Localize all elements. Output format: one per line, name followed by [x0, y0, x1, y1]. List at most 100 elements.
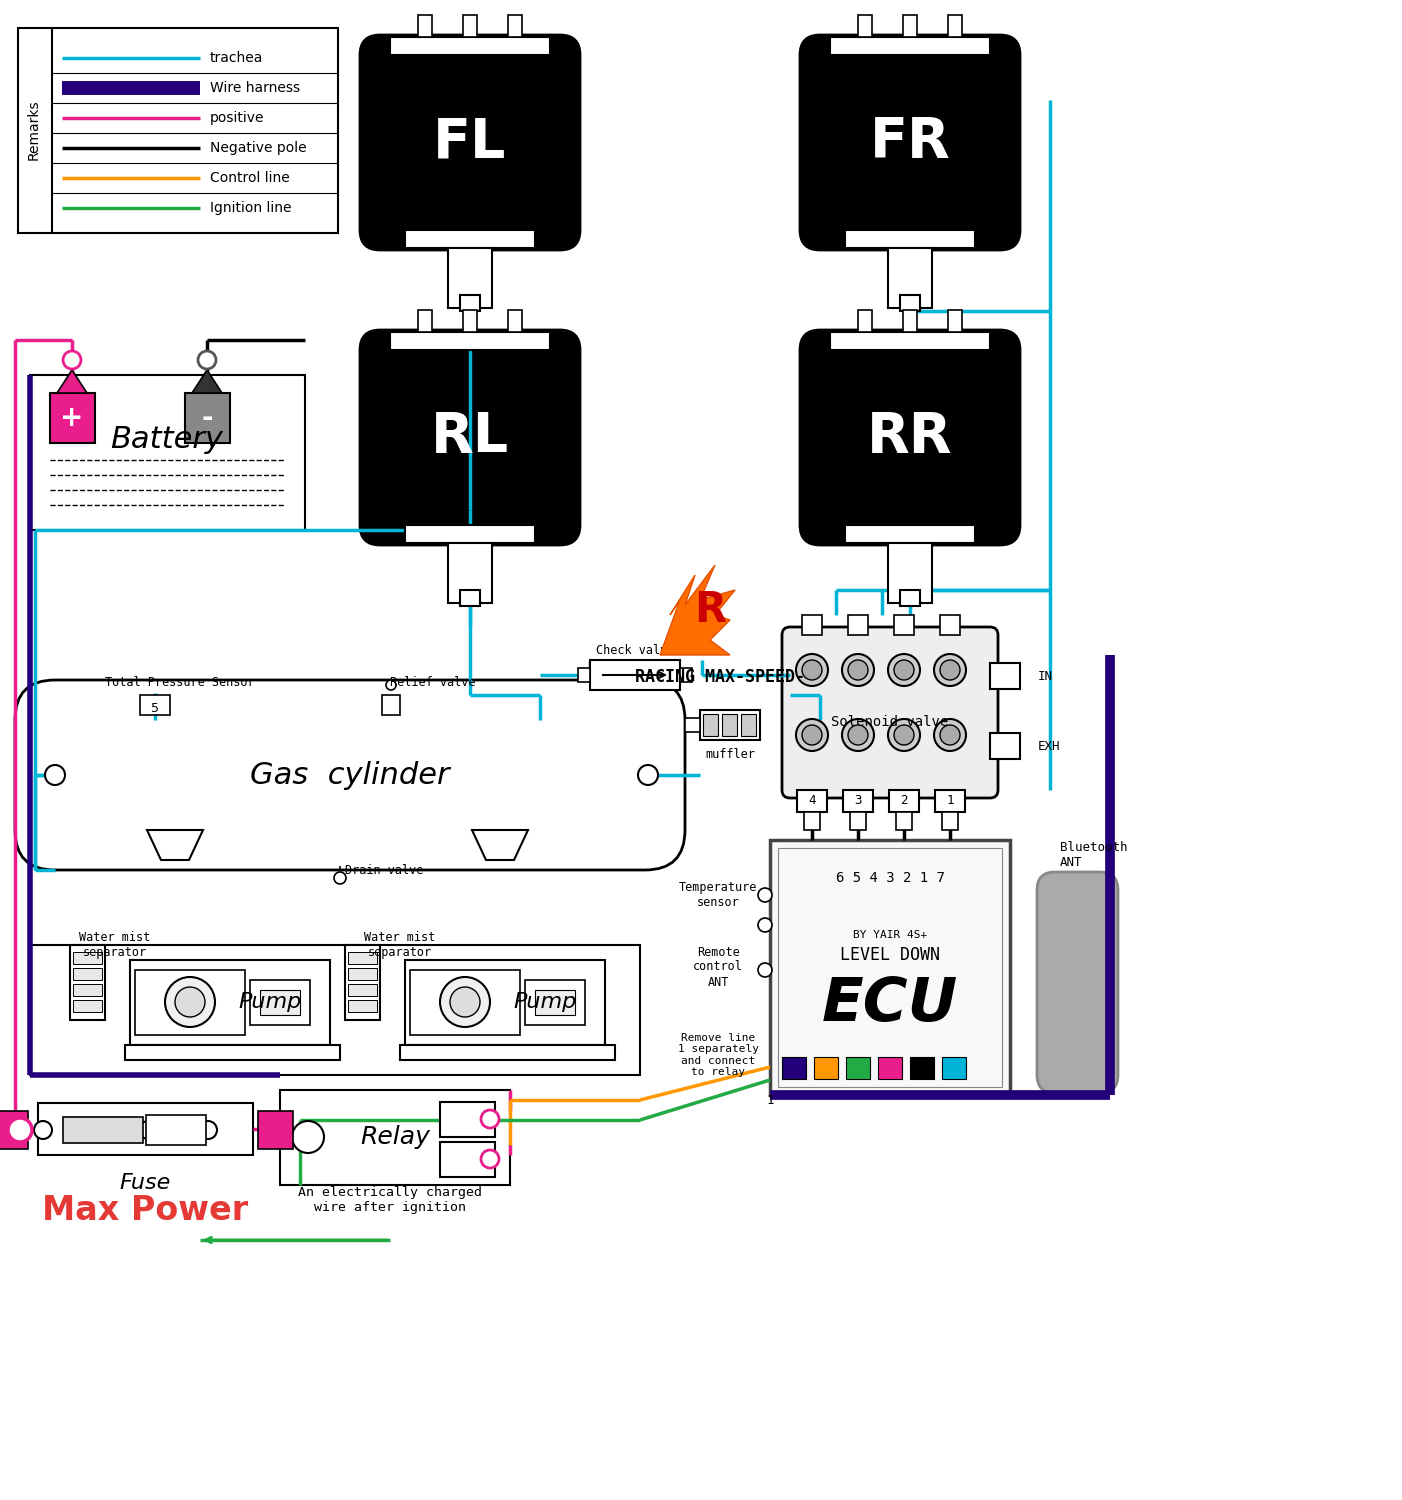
Ellipse shape	[939, 724, 960, 746]
Text: trachea: trachea	[210, 51, 264, 64]
Bar	[460, 296, 479, 310]
Ellipse shape	[175, 987, 205, 1017]
Ellipse shape	[887, 654, 920, 686]
Ellipse shape	[450, 987, 479, 1017]
FancyBboxPatch shape	[360, 330, 580, 544]
Ellipse shape	[758, 918, 773, 932]
Bar	[38, 1102, 252, 1155]
Bar	[125, 1046, 341, 1060]
Text: Pump: Pump	[513, 992, 576, 1012]
Ellipse shape	[440, 976, 491, 1028]
FancyBboxPatch shape	[801, 34, 1021, 251]
Bar	[848, 615, 868, 634]
Bar	[449, 543, 492, 603]
Ellipse shape	[934, 718, 966, 752]
Ellipse shape	[843, 718, 873, 752]
Bar	[680, 668, 693, 682]
Bar	[850, 812, 866, 830]
Bar	[894, 615, 914, 634]
Bar	[348, 952, 377, 964]
Text: positive: positive	[210, 111, 265, 125]
Bar	[146, 1114, 206, 1144]
Bar	[830, 38, 990, 56]
Text: FL: FL	[433, 116, 506, 170]
Bar	[858, 310, 872, 332]
Bar	[942, 1058, 966, 1078]
Bar	[903, 310, 917, 332]
Polygon shape	[147, 830, 203, 860]
Ellipse shape	[894, 724, 914, 746]
Text: EXH: EXH	[1037, 740, 1060, 753]
Bar	[73, 952, 102, 964]
Polygon shape	[0, 1112, 28, 1149]
Ellipse shape	[34, 1120, 52, 1138]
Bar	[140, 694, 170, 715]
Bar	[63, 1118, 143, 1143]
Text: Relief valve: Relief valve	[390, 676, 475, 690]
Text: muffler: muffler	[705, 747, 754, 760]
Text: IN: IN	[1037, 669, 1053, 682]
Ellipse shape	[199, 1120, 217, 1138]
Bar	[18, 28, 338, 233]
Bar	[700, 710, 760, 740]
Bar	[900, 590, 920, 606]
Bar	[405, 230, 536, 248]
Bar	[845, 1058, 871, 1078]
Ellipse shape	[796, 654, 829, 686]
Bar	[948, 15, 962, 38]
Bar	[405, 525, 536, 543]
Bar	[449, 248, 492, 308]
Bar	[770, 840, 1009, 1095]
Ellipse shape	[796, 718, 829, 752]
Bar	[889, 790, 918, 812]
Text: RL: RL	[430, 410, 509, 464]
Ellipse shape	[848, 660, 868, 680]
Bar	[858, 15, 872, 38]
Text: Gas  cylinder: Gas cylinder	[250, 760, 450, 789]
Bar	[887, 543, 932, 603]
Polygon shape	[57, 370, 87, 393]
Ellipse shape	[481, 1110, 499, 1128]
Bar	[73, 968, 102, 980]
Bar	[778, 847, 1002, 1088]
Text: Remarks: Remarks	[27, 99, 41, 160]
Ellipse shape	[758, 963, 773, 976]
Text: Remote
control
ANT: Remote control ANT	[693, 945, 743, 988]
FancyBboxPatch shape	[1037, 871, 1117, 1094]
Ellipse shape	[386, 680, 395, 690]
Ellipse shape	[939, 660, 960, 680]
FancyBboxPatch shape	[360, 34, 580, 251]
Ellipse shape	[165, 976, 215, 1028]
Bar	[70, 945, 105, 1020]
Bar	[409, 970, 520, 1035]
Text: Battery: Battery	[111, 426, 223, 454]
Bar	[590, 660, 680, 690]
Bar	[390, 38, 550, 56]
Bar	[259, 990, 300, 1016]
Bar	[29, 375, 306, 530]
Bar	[405, 960, 606, 1046]
Text: 3: 3	[854, 795, 862, 807]
Text: FR: FR	[869, 116, 951, 170]
FancyBboxPatch shape	[801, 330, 1021, 544]
Bar	[843, 790, 873, 812]
Bar	[802, 615, 822, 634]
Bar	[702, 714, 718, 736]
Bar	[463, 310, 477, 332]
Bar	[400, 1046, 615, 1060]
Text: Control line: Control line	[210, 171, 290, 184]
Ellipse shape	[292, 1120, 324, 1154]
Ellipse shape	[843, 654, 873, 686]
Bar	[903, 15, 917, 38]
Bar	[463, 15, 477, 38]
Bar	[135, 970, 245, 1035]
Bar	[250, 980, 310, 1024]
Ellipse shape	[638, 765, 658, 784]
FancyBboxPatch shape	[15, 680, 686, 870]
Text: Fuse: Fuse	[119, 1173, 171, 1192]
Bar	[782, 1058, 806, 1078]
Text: 1: 1	[767, 1094, 774, 1107]
Text: Max Power: Max Power	[42, 1194, 248, 1227]
Bar	[830, 332, 990, 350]
Text: Pump: Pump	[238, 992, 301, 1012]
